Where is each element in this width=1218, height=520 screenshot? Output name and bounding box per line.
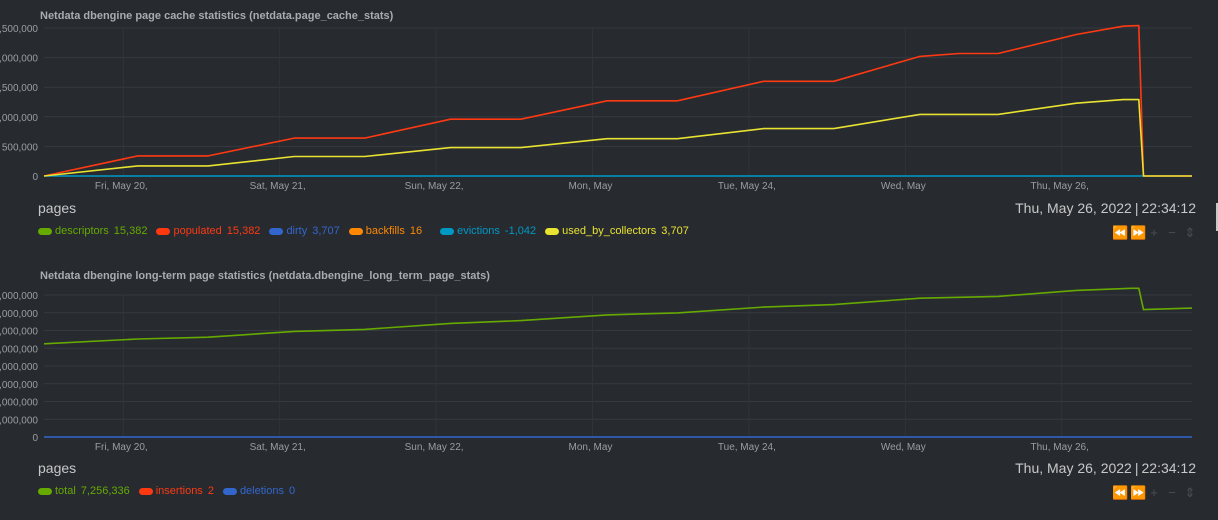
- y-tick-label: 6,000,000: [0, 327, 38, 338]
- chart-legend: descriptors 15,382 populated 15,382 dirty 3,7…: [38, 225, 698, 237]
- x-tick-label: Wed, May: [881, 442, 926, 453]
- legend-swatch: [269, 227, 284, 235]
- y-tick-label: 2,000,000: [0, 398, 38, 409]
- chart-timestamp: Thu, May 26, 2022 | 22:34:12: [1015, 460, 1196, 476]
- legend-series-name: populated: [173, 225, 222, 237]
- legend-series-value: 0: [288, 485, 296, 497]
- resize-icon[interactable]: ⇕: [1184, 485, 1196, 500]
- chart-legend: total 7,256,336 insertions 2 deletions 0: [38, 485, 304, 497]
- series-line-total: [43, 287, 1193, 345]
- x-tick-label: Wed, May: [881, 181, 926, 192]
- legend-series-name: descriptors: [55, 225, 109, 237]
- legend-item-deletions[interactable]: deletions 0: [222, 485, 296, 497]
- legend-item-descriptors[interactable]: descriptors 15,382: [38, 225, 147, 237]
- legend-series-name: used_by_collectors: [562, 225, 657, 237]
- y-tick-label: 0: [32, 172, 38, 183]
- chart-units: pages: [38, 200, 77, 216]
- timestamp-date: Thu, May 26, 2022: [1015, 200, 1132, 216]
- x-tick-label: Sun, May 22,: [405, 181, 464, 192]
- pan-right-icon[interactable]: ⏩: [1130, 485, 1147, 500]
- x-tick-label: Mon, May: [569, 442, 613, 453]
- chart-toolbox: ⏪ ⏩ + − ⇕: [1112, 226, 1196, 240]
- legend-item-dirty[interactable]: dirty 3,707: [269, 225, 340, 237]
- x-tick-label: Sun, May 22,: [405, 442, 464, 453]
- long-term-page-chart: Netdata dbengine long-term page statisti…: [0, 260, 1218, 520]
- x-tick-label: Thu, May 26,: [1031, 442, 1089, 453]
- zoom-out-icon[interactable]: −: [1168, 225, 1176, 240]
- series-line-populated: [43, 24, 1192, 177]
- zoom-out-icon[interactable]: −: [1168, 485, 1176, 500]
- x-tick-label: Thu, May 26,: [1031, 181, 1089, 192]
- timestamp-separator: |: [1134, 200, 1139, 216]
- chart-units: pages: [38, 460, 77, 476]
- series-line-used-by-collectors: [43, 98, 1192, 177]
- x-tick-label: Fri, May 20,: [95, 181, 148, 192]
- x-tick-label: Tue, May 24,: [718, 181, 776, 192]
- y-tick-label: 3,000,000: [0, 380, 38, 391]
- legend-series-value: 7,256,336: [80, 485, 130, 497]
- y-tick-label: 1,000,000: [0, 113, 38, 124]
- legend-swatch: [38, 227, 52, 235]
- legend-swatch: [545, 227, 560, 235]
- legend-swatch: [440, 227, 455, 235]
- legend-item-populated[interactable]: populated 15,382: [156, 225, 260, 237]
- legend-series-value: -1,042: [504, 225, 537, 237]
- y-tick-label: 8,000,000: [0, 291, 38, 302]
- legend-series-value: 3,707: [312, 225, 340, 237]
- long-term-page-plot[interactable]: 0 1,000,000 2,000,000 3,000,000 4,000,000 5,0…: [0, 260, 1218, 460]
- page-cache-chart: Netdata dbengine page cache statistics (…: [0, 0, 1218, 240]
- chart-toolbox: ⏪ ⏩ + − ⇕: [1112, 486, 1196, 500]
- y-tick-label: 1,500,000: [0, 83, 38, 94]
- scrollbar-edge[interactable]: [1216, 203, 1218, 231]
- pan-left-icon[interactable]: ⏪: [1112, 485, 1129, 500]
- zoom-in-icon[interactable]: +: [1150, 225, 1158, 240]
- legend-swatch: [38, 487, 52, 495]
- y-tick-label: 1,000,000: [0, 415, 38, 426]
- legend-series-value: 16: [409, 225, 423, 237]
- x-tick-label: Fri, May 20,: [95, 442, 148, 453]
- legend-series-name: dirty: [286, 225, 308, 237]
- legend-series-value: 15,382: [226, 225, 261, 237]
- y-tick-label: 500,000: [2, 142, 39, 153]
- x-tick-label: Mon, May: [569, 181, 613, 192]
- timestamp-time: 22:34:12: [1141, 200, 1197, 216]
- legend-series-name: deletions: [239, 485, 284, 497]
- legend-series-name: backfills: [365, 225, 405, 237]
- zoom-in-icon[interactable]: +: [1150, 485, 1158, 500]
- legend-item-insertions[interactable]: insertions 2: [138, 485, 214, 497]
- legend-item-evictions[interactable]: evictions -1,042: [440, 225, 536, 237]
- page-cache-plot[interactable]: 0 500,000 1,000,000 1,500,000 2,000,000 2,500…: [0, 0, 1218, 200]
- legend-series-name: total: [55, 485, 76, 497]
- pan-left-icon[interactable]: ⏪: [1112, 225, 1129, 240]
- legend-item-total[interactable]: total 7,256,336: [38, 485, 130, 497]
- y-tick-label: 2,500,000: [0, 24, 38, 35]
- x-tick-label: Sat, May 21,: [250, 181, 306, 192]
- legend-series-name: evictions: [457, 225, 500, 237]
- y-tick-label: 5,000,000: [0, 344, 38, 355]
- x-tick-label: Sat, May 21,: [250, 442, 306, 453]
- legend-swatch: [138, 487, 153, 495]
- y-tick-label: 2,000,000: [0, 54, 38, 65]
- y-tick-label: 4,000,000: [0, 362, 38, 373]
- legend-item-backfills[interactable]: backfills 16: [348, 225, 423, 237]
- timestamp-separator: |: [1134, 460, 1139, 476]
- legend-item-used-by-collectors[interactable]: used_by_collectors 3,707: [545, 225, 689, 237]
- legend-series-value: 15,382: [113, 225, 148, 237]
- chart-title: Netdata dbengine long-term page statisti…: [40, 270, 490, 282]
- y-tick-label: 7,000,000: [0, 309, 38, 320]
- legend-swatch: [156, 227, 171, 235]
- resize-icon[interactable]: ⇕: [1184, 225, 1196, 240]
- chart-title: Netdata dbengine page cache statistics (…: [40, 10, 394, 22]
- chart-timestamp: Thu, May 26, 2022 | 22:34:12: [1015, 200, 1196, 216]
- pan-right-icon[interactable]: ⏩: [1130, 225, 1147, 240]
- legend-swatch: [222, 487, 237, 495]
- timestamp-time: 22:34:12: [1141, 460, 1197, 476]
- timestamp-date: Thu, May 26, 2022: [1015, 460, 1132, 476]
- y-tick-label: 0: [32, 433, 38, 444]
- legend-series-value: 3,707: [661, 225, 689, 237]
- legend-series-name: insertions: [155, 485, 203, 497]
- legend-series-value: 2: [207, 485, 214, 497]
- legend-swatch: [348, 227, 363, 235]
- x-tick-label: Tue, May 24,: [718, 442, 776, 453]
